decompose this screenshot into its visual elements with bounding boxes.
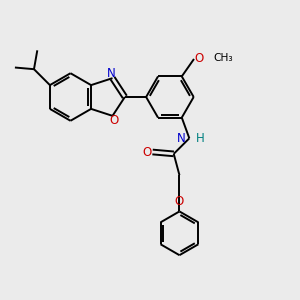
Text: O: O [142, 146, 152, 158]
Text: CH₃: CH₃ [213, 52, 233, 62]
Text: O: O [175, 195, 184, 208]
Text: N: N [177, 132, 186, 145]
Text: H: H [196, 132, 205, 145]
Text: O: O [110, 114, 118, 128]
Text: O: O [194, 52, 204, 64]
Text: N: N [107, 67, 116, 80]
